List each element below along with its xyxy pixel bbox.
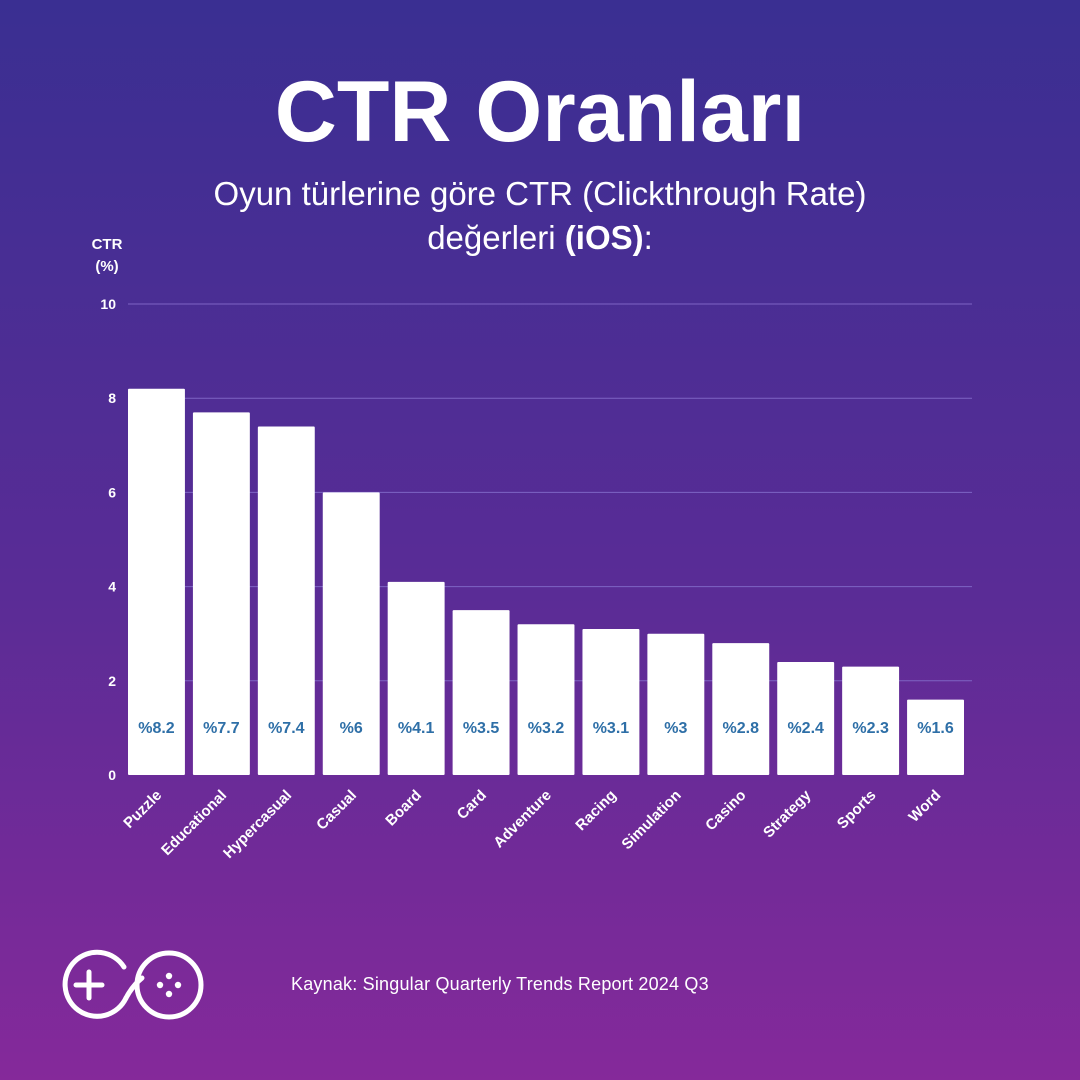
x-tick-label: Puzzle [120, 787, 165, 832]
data-label: %2.4 [787, 720, 824, 737]
data-label: %7.7 [203, 720, 240, 737]
bar [842, 666, 900, 775]
bar-chart: 0 2 4 6 8 10 %8.2 Puzzle %7.7 Educational %7.4 Hype… [100, 296, 972, 862]
bar [517, 624, 575, 775]
data-label: %7.4 [268, 720, 305, 737]
x-tick-label: Adventure [490, 787, 554, 851]
page-title: CTR Oranları [274, 64, 806, 160]
bar [257, 426, 315, 775]
bar [647, 633, 705, 775]
bar [582, 628, 640, 775]
g-gamepad-logo-icon [62, 949, 204, 1020]
y-tick-label: 2 [108, 673, 116, 689]
subtitle-line-1: Oyun türlerine göre CTR (Clickthrough Ra… [213, 175, 867, 212]
y-axis-label-line-1: CTR [91, 236, 123, 253]
data-label: %1.6 [917, 720, 954, 737]
y-tick-label: 4 [108, 579, 116, 595]
x-tick-label: Word [905, 787, 944, 826]
x-tick-label: Strategy [760, 786, 815, 841]
data-label: %3.2 [528, 720, 565, 737]
subtitle-line-2-suffix: : [643, 219, 653, 256]
x-tick-label: Simulation [618, 787, 684, 853]
x-tick-label: Board [382, 787, 425, 830]
page-subtitle: Oyun türlerine göre CTR (Clickthrough Ra… [0, 172, 1080, 260]
y-tick-label: 6 [108, 484, 116, 500]
y-axis-label-line-2: (%) [95, 258, 119, 275]
y-axis-label: CTR (%) [72, 234, 142, 278]
y-tick-label: 8 [108, 390, 116, 406]
data-label: %3.1 [593, 720, 630, 737]
bar [128, 388, 185, 775]
subtitle-line-2: değerleri (iOS): [0, 216, 1080, 260]
data-label: %4.1 [398, 720, 435, 737]
x-tick-label: Sports [834, 787, 880, 833]
data-label: %2.3 [852, 720, 889, 737]
bar [777, 661, 835, 775]
bar [322, 492, 380, 775]
bar [192, 412, 250, 775]
source-note: Kaynak: Singular Quarterly Trends Report… [291, 974, 709, 994]
x-tick-label: Card [454, 787, 490, 823]
bar [387, 581, 445, 775]
subtitle-platform: (iOS) [564, 219, 644, 256]
x-tick-label: Hypercasual [220, 787, 295, 862]
data-label: %2.8 [723, 720, 760, 737]
bar [712, 643, 770, 775]
x-tick-label: Casual [313, 787, 360, 834]
subtitle-line-2-prefix: değerleri [427, 219, 565, 256]
x-tick-label: Casino [702, 787, 749, 834]
y-tick-label: 10 [100, 296, 116, 312]
bar [452, 610, 510, 775]
bar [907, 699, 964, 775]
data-label: %3.5 [463, 720, 500, 737]
data-label: %8.2 [138, 720, 175, 737]
data-label: %3 [664, 720, 687, 737]
x-tick-label: Racing [572, 787, 619, 834]
data-label: %6 [340, 720, 363, 737]
x-tick-label: Educational [158, 787, 230, 859]
y-tick-label: 0 [108, 767, 116, 783]
